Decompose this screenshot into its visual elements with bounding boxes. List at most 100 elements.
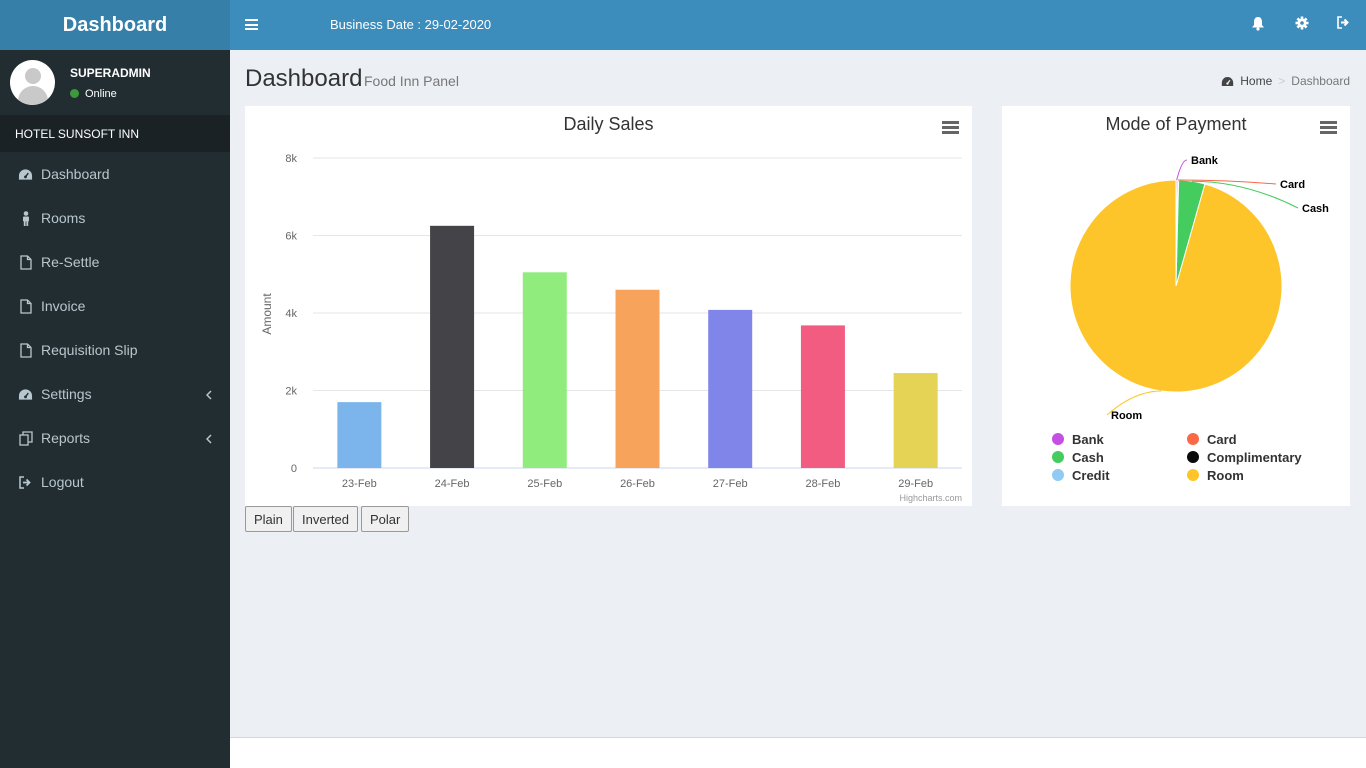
plain-button[interactable]: Plain (245, 506, 292, 532)
legend-symbol (1052, 451, 1064, 463)
chart-title: Mode of Payment (1105, 114, 1247, 134)
bell-icon[interactable] (1251, 16, 1267, 32)
chevron-left-icon (205, 431, 212, 447)
pie-slice[interactable] (1069, 179, 1283, 393)
sign-out-icon (18, 475, 33, 490)
sidebar-item-label: Dashboard (41, 166, 110, 182)
sidebar-item-label: Rooms (41, 210, 86, 226)
legend-item[interactable]: Credit (1052, 468, 1110, 483)
x-tick-label: 27-Feb (713, 478, 748, 490)
inverted-button[interactable]: Inverted (293, 506, 358, 532)
connector-line (1176, 159, 1188, 181)
legend-label: Card (1207, 432, 1237, 447)
pie-chart: Bank Card Cash Room Bank Card Cash Complimenta… (1052, 155, 1329, 483)
legend-item[interactable]: Complimentary (1187, 450, 1302, 465)
app-logo[interactable]: Dashboard (0, 0, 230, 50)
legend-label: Credit (1072, 468, 1110, 483)
user-name: SUPERADMIN (70, 65, 151, 80)
daily-sales-chart-box: Daily Sales Amount 23-Feb 24-Feb 25-Feb 26-… (245, 106, 972, 506)
legend-symbol (1187, 433, 1199, 445)
legend-symbol (1187, 469, 1199, 481)
y-tick-label: 0 (291, 463, 297, 475)
breadcrumb-home-link[interactable]: Home (1240, 74, 1273, 88)
sidebar-item-reports[interactable]: Reports (0, 416, 230, 460)
copy-icon (18, 430, 33, 446)
sign-out-icon[interactable] (1337, 16, 1353, 32)
sidebar-item-invoice[interactable]: Invoice (0, 284, 230, 328)
chart-context-menu-icon[interactable] (1320, 121, 1337, 134)
sidebar-item-label: Reports (41, 430, 91, 446)
legend-item[interactable]: Cash (1052, 450, 1104, 465)
sidebar-item-label: Settings (41, 386, 92, 402)
pie-data-label: Card (1280, 179, 1305, 191)
sidebar-item-settings[interactable]: Settings (0, 372, 230, 416)
bar[interactable] (800, 325, 845, 468)
legend-label: Room (1207, 468, 1244, 483)
x-tick-label: 26-Feb (620, 478, 655, 490)
dashboard-icon (1221, 76, 1234, 87)
legend-symbol (1187, 451, 1199, 463)
business-date: Business Date : 29-02-2020 (330, 17, 492, 32)
polar-button[interactable]: Polar (361, 506, 410, 532)
sidebar-item-re-settle[interactable]: Re-Settle (0, 240, 230, 284)
x-tick-label: 29-Feb (898, 478, 933, 490)
x-tick-label: 24-Feb (435, 478, 470, 490)
legend-item[interactable]: Bank (1052, 432, 1105, 447)
page-title: Dashboard (245, 65, 363, 92)
chart-title: Daily Sales (563, 114, 654, 134)
x-tick-label: 28-Feb (805, 478, 840, 490)
y-tick-label: 6k (285, 231, 297, 243)
legend-label: Complimentary (1207, 450, 1302, 465)
sidebar-item-rooms[interactable]: Rooms (0, 196, 230, 240)
sidebar-toggle-icon[interactable] (245, 19, 258, 30)
male-icon (18, 210, 33, 226)
sidebar-item-label: Logout (41, 474, 84, 490)
x-tick-label: 25-Feb (527, 478, 562, 490)
legend-symbol (1052, 469, 1064, 481)
legend-item[interactable]: Card (1187, 432, 1237, 447)
online-status-icon (70, 89, 79, 98)
y-tick-label: 4k (285, 308, 297, 320)
bar[interactable] (430, 225, 475, 468)
connector-line (1106, 390, 1162, 416)
legend-item[interactable]: Room (1187, 468, 1244, 483)
sidebar-item-label: Invoice (41, 298, 86, 314)
sidebar-item-label: Requisition Slip (41, 342, 138, 358)
user-status-label: Online (85, 87, 117, 100)
sidebar-item-requisition-slip[interactable]: Requisition Slip (0, 328, 230, 372)
legend-label: Cash (1072, 450, 1104, 465)
gear-icon[interactable] (1295, 16, 1311, 32)
legend-label: Bank (1072, 432, 1105, 447)
file-icon (18, 254, 33, 270)
breadcrumb-current: Dashboard (1291, 74, 1350, 88)
file-icon (18, 298, 33, 314)
connector-line (1177, 179, 1277, 185)
bar[interactable] (337, 402, 382, 468)
bar[interactable] (893, 373, 938, 468)
breadcrumb: Home > Dashboard (1221, 74, 1350, 88)
bar[interactable] (615, 289, 660, 468)
dashboard-icon (18, 387, 33, 402)
bar[interactable] (522, 272, 567, 468)
legend-symbol (1052, 433, 1064, 445)
sidebar-item-logout[interactable]: Logout (0, 460, 230, 504)
y-tick-label: 8k (285, 153, 297, 165)
highcharts-credits[interactable]: Highcharts.com (899, 493, 962, 503)
sidebar: Dashboard SUPERADMIN Online HOTEL SUNSOF… (0, 0, 230, 768)
bar[interactable] (708, 309, 753, 468)
page-subtitle: Food Inn Panel (364, 73, 459, 89)
pie-data-label: Cash (1302, 203, 1329, 215)
sidebar-item-label: Re-Settle (41, 254, 100, 270)
pie-data-label: Bank (1191, 155, 1219, 167)
pie-data-label: Room (1111, 410, 1142, 422)
y-tick-label: 2k (285, 386, 297, 398)
user-panel: SUPERADMIN Online (0, 50, 230, 115)
bar-chart: Amount 23-Feb 24-Feb 25-Feb 26-Feb 27-Feb 28-… (260, 153, 962, 503)
sidebar-item-dashboard[interactable]: Dashboard (0, 152, 230, 196)
avatar (10, 60, 55, 105)
y-axis-label: Amount (260, 293, 274, 335)
chevron-left-icon (205, 387, 212, 403)
x-tick-label: 23-Feb (342, 478, 377, 490)
chart-context-menu-icon[interactable] (942, 121, 959, 134)
top-navbar: Business Date : 29-02-2020 (230, 0, 1366, 50)
